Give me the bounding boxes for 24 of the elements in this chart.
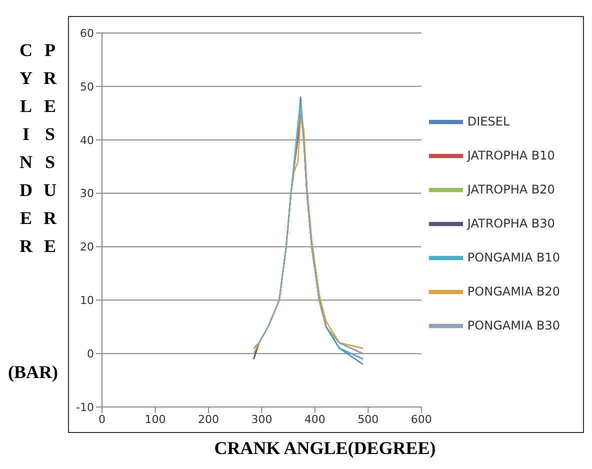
legend-label: PONGAMIA B10 — [467, 250, 560, 264]
x-tick-label: 300 — [251, 412, 272, 426]
x-tick-label: 400 — [304, 412, 326, 426]
legend-label: JATROPHA B30 — [467, 216, 555, 230]
x-tick-label: 100 — [144, 412, 166, 426]
x-axis-title: CRANK ANGLE(DEGREE) — [213, 438, 437, 459]
y-tick-label: 50 — [80, 80, 94, 94]
legend-label: PONGAMIA B20 — [467, 284, 560, 298]
x-tick-label: 600 — [410, 412, 432, 426]
y-tick-label: 20 — [80, 240, 94, 254]
y-tick-label: 10 — [80, 294, 94, 308]
y-tick-label: 30 — [80, 187, 94, 200]
x-tick-label: 200 — [198, 412, 219, 426]
legend-label: JATROPHA B10 — [467, 148, 555, 162]
text: CYLINDER PRESSURE (BAR) — [8, 40, 60, 382]
y-tick-label: 40 — [80, 134, 94, 147]
x-tick-label: 500 — [358, 412, 379, 426]
legend-label: DIESEL — [467, 114, 510, 128]
y-tick-label: -10 — [76, 400, 94, 414]
y-tick-label: 0 — [87, 347, 94, 360]
x-tick-label: 0 — [98, 412, 106, 426]
legend-label: JATROPHA B20 — [467, 182, 555, 196]
legend-label: PONGAMIA B30 — [467, 318, 560, 332]
y-tick-label: 60 — [80, 26, 94, 40]
